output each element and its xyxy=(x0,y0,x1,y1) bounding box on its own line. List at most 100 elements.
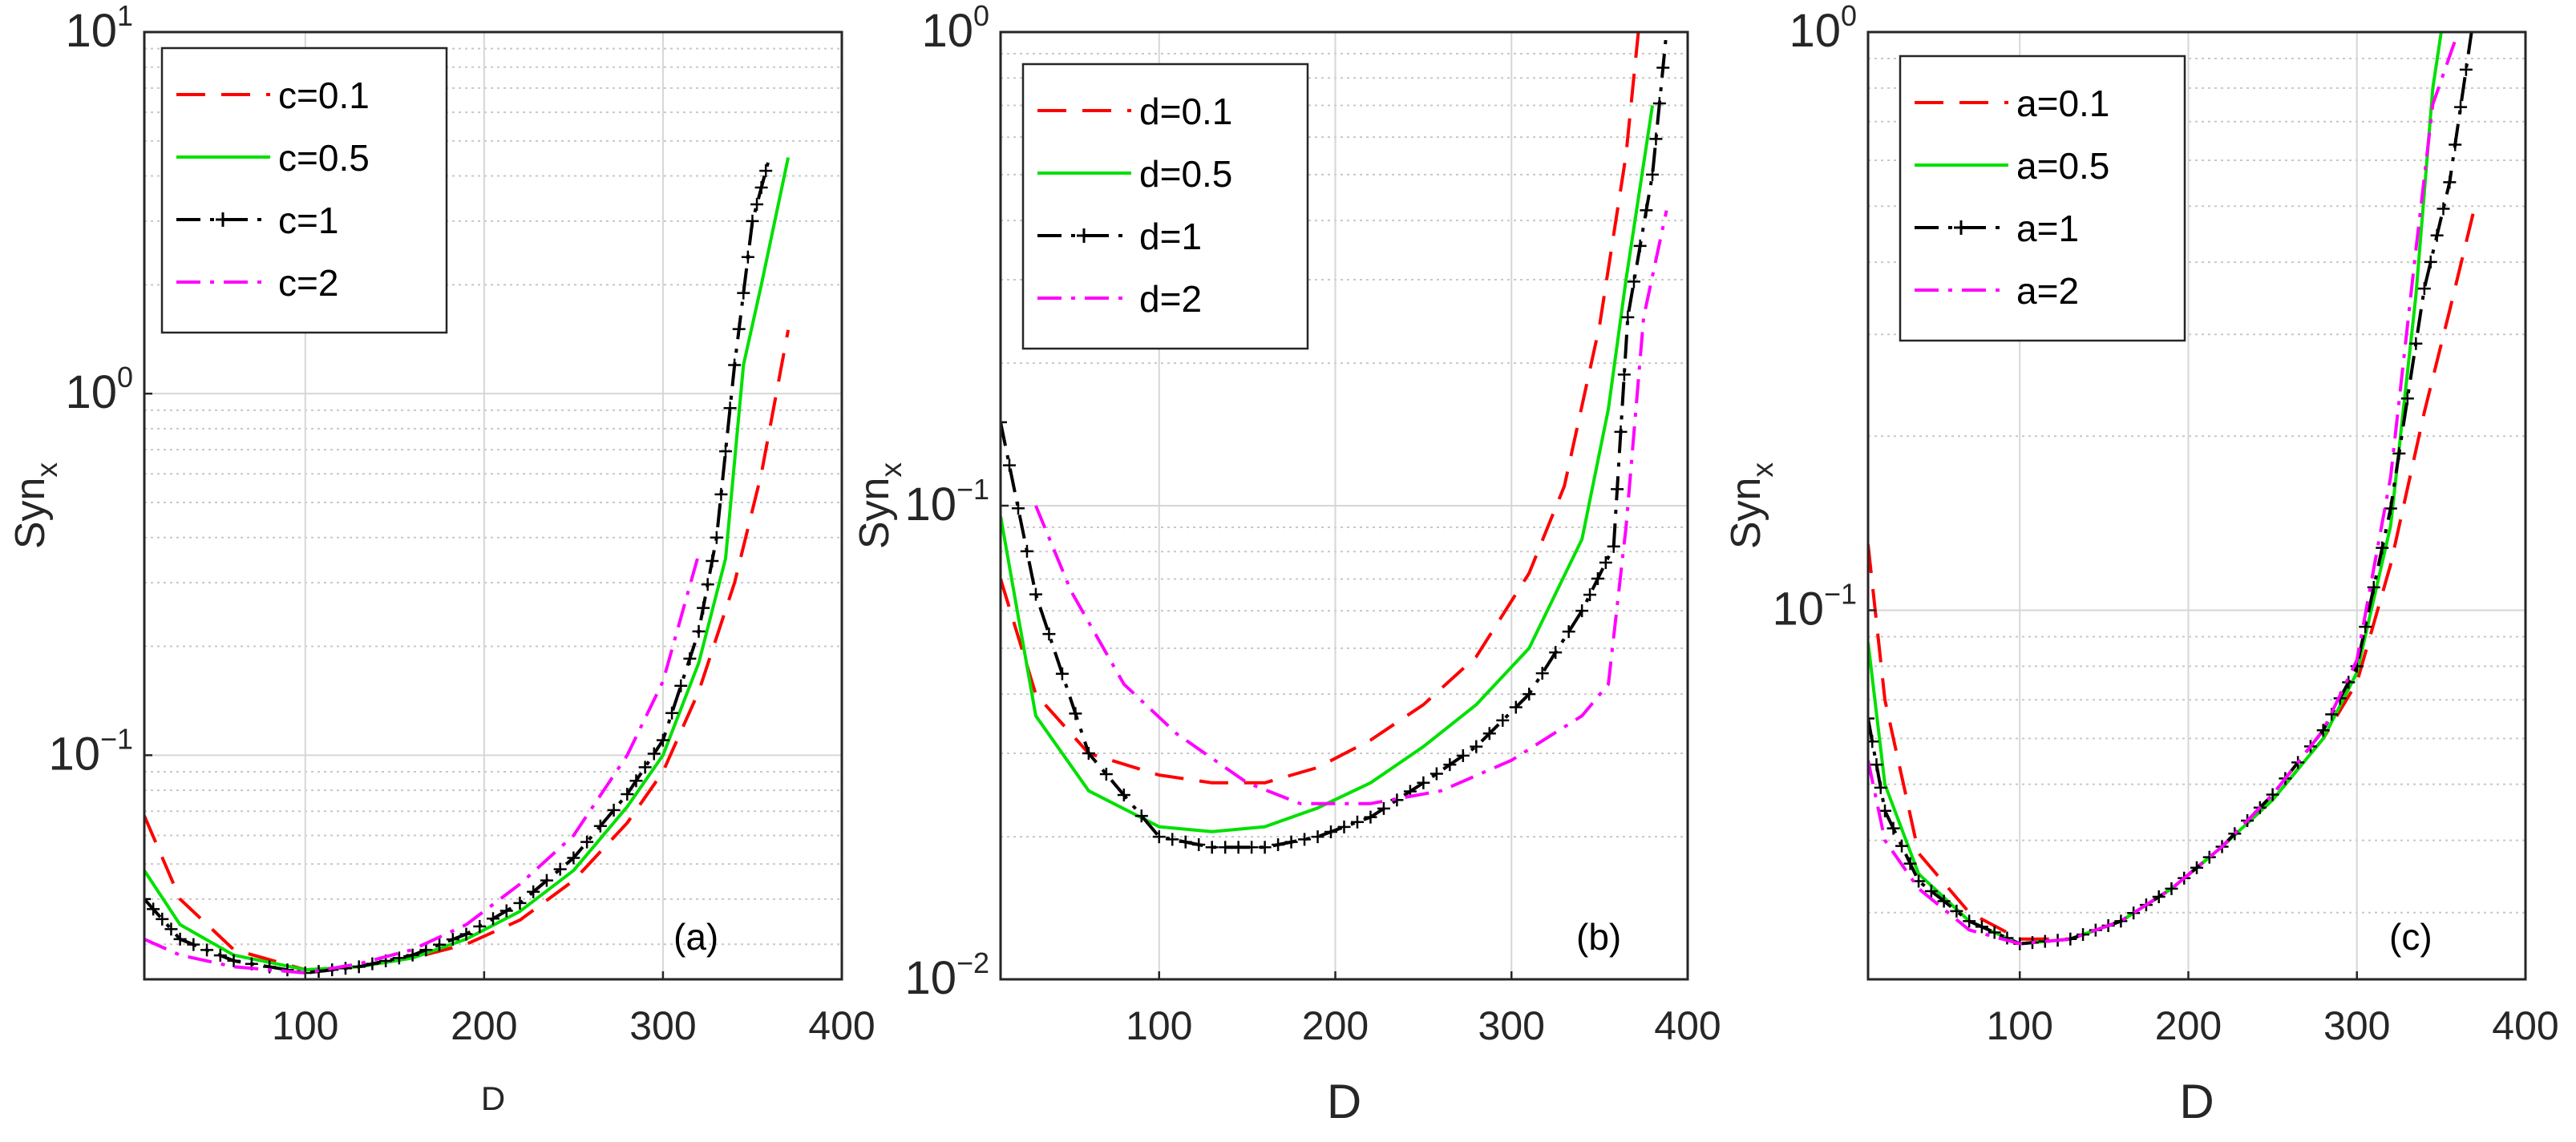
legend-marker xyxy=(216,212,230,227)
y-tick-label: 10−1 xyxy=(904,473,989,531)
chart-panel-2: 100 200 300 40010010−110−2DSynxd=0.1d=0.5d=… xyxy=(851,0,1721,1128)
series-marker xyxy=(1617,368,1631,381)
x-tick-label: 100 xyxy=(272,1003,338,1048)
series-marker xyxy=(2459,63,2473,76)
series-marker xyxy=(683,652,697,665)
series-marker xyxy=(1509,700,1523,714)
panel-tag: (a) xyxy=(673,916,718,958)
series-marker xyxy=(1298,833,1312,846)
series-marker xyxy=(1652,96,1666,110)
series-marker xyxy=(406,948,419,962)
series-marker xyxy=(1456,749,1470,762)
series-marker xyxy=(1575,604,1589,618)
series-marker xyxy=(1470,740,1483,753)
series-marker xyxy=(1562,625,1575,639)
series-marker xyxy=(1430,767,1443,781)
series-marker xyxy=(1621,310,1635,324)
series-line-d=2 xyxy=(1034,210,1668,805)
legend-box xyxy=(1899,54,2186,342)
series-marker xyxy=(1611,482,1624,496)
series-marker xyxy=(629,774,643,788)
legend-label: c=0.1 xyxy=(278,75,370,116)
series-marker xyxy=(1874,781,1887,794)
y-axis-label: Synx xyxy=(7,462,63,550)
series-marker xyxy=(710,531,723,544)
series-marker xyxy=(1042,627,1056,641)
series-marker xyxy=(366,957,379,970)
legend: c=0.1 c=0.5 c=1 c=2 xyxy=(160,46,448,334)
y-tick-label: 10−2 xyxy=(904,946,989,1004)
series-line-d=0.5 xyxy=(1001,105,1655,833)
legend-box xyxy=(1021,63,1309,350)
y-tick-label: 10−1 xyxy=(48,722,133,780)
series-marker xyxy=(607,803,621,817)
legend: d=0.1 d=0.5 d=1 d=2 xyxy=(1021,63,1309,350)
x-tick-label: 100 xyxy=(1126,1003,1192,1048)
chart-panel-3: 100 200 300 400 100 10−1 D Synx a=0.1 a=0.5 a=1 a=2… xyxy=(1723,0,2559,1128)
series-marker xyxy=(1029,587,1042,601)
series-marker xyxy=(1878,804,1892,817)
series-marker xyxy=(227,954,241,967)
series-marker xyxy=(419,943,433,957)
series-marker xyxy=(1205,841,1219,854)
series-marker xyxy=(1311,830,1324,844)
series-marker xyxy=(1011,502,1025,515)
series-marker xyxy=(1055,667,1069,680)
series-marker xyxy=(1627,275,1640,289)
series-marker xyxy=(1364,810,1377,824)
series-marker xyxy=(1482,727,1496,740)
series-marker xyxy=(2114,914,2128,928)
series-line-c=2 xyxy=(144,553,701,975)
series-marker xyxy=(1001,415,1007,429)
series-marker xyxy=(750,197,764,211)
series-marker xyxy=(723,402,737,415)
series-marker xyxy=(446,933,459,946)
series-marker xyxy=(719,445,732,458)
series-line-d=0.1 xyxy=(1001,32,1640,785)
series-marker xyxy=(1614,425,1628,438)
series-marker xyxy=(1583,588,1597,602)
x-tick-label: 200 xyxy=(1302,1003,1369,1048)
legend-label: a=2 xyxy=(2016,270,2079,312)
series-group xyxy=(144,153,791,979)
series-marker xyxy=(1166,833,1179,846)
series-marker xyxy=(2436,202,2450,216)
series-marker xyxy=(759,164,773,178)
series-marker xyxy=(1082,747,1095,761)
series-marker xyxy=(741,250,754,264)
series-marker xyxy=(1649,132,1663,146)
series-marker xyxy=(499,904,513,918)
series-marker xyxy=(459,927,473,941)
series-marker xyxy=(144,892,151,906)
series-marker xyxy=(1646,167,1660,181)
series-marker xyxy=(1950,904,1963,918)
series-marker xyxy=(746,214,759,228)
panel-tag: (b) xyxy=(1576,916,1621,958)
series-marker xyxy=(156,912,169,926)
series-marker xyxy=(1591,572,1604,586)
y-axis-label: Synx xyxy=(851,462,908,550)
axes-box xyxy=(1866,30,2527,981)
y-tick-label: 101 xyxy=(65,0,133,57)
series-marker xyxy=(1350,815,1364,829)
series-marker xyxy=(1258,841,1272,854)
series-marker xyxy=(173,932,187,946)
series-marker xyxy=(697,601,710,615)
series-marker xyxy=(392,951,406,965)
series-marker xyxy=(1870,758,1883,772)
series-marker xyxy=(2400,392,2414,406)
series-marker xyxy=(1895,839,1909,853)
series-marker xyxy=(2152,890,2166,903)
x-tick-label: 300 xyxy=(629,1003,696,1048)
series-marker xyxy=(147,902,160,916)
legend-label: c=2 xyxy=(278,262,338,304)
series-marker xyxy=(732,322,746,336)
series-marker xyxy=(2316,724,2330,737)
series-marker xyxy=(553,862,567,876)
y-tick-label: 100 xyxy=(65,361,133,418)
series-marker xyxy=(1134,809,1148,823)
series-marker xyxy=(1633,239,1647,252)
series-marker xyxy=(473,919,487,933)
chart-panel-1: 100 200 300 400 101 100 10−1 D Synx c=0.1 c=0.5 c=1… xyxy=(7,0,876,1117)
x-tick-label: 400 xyxy=(808,1003,875,1048)
